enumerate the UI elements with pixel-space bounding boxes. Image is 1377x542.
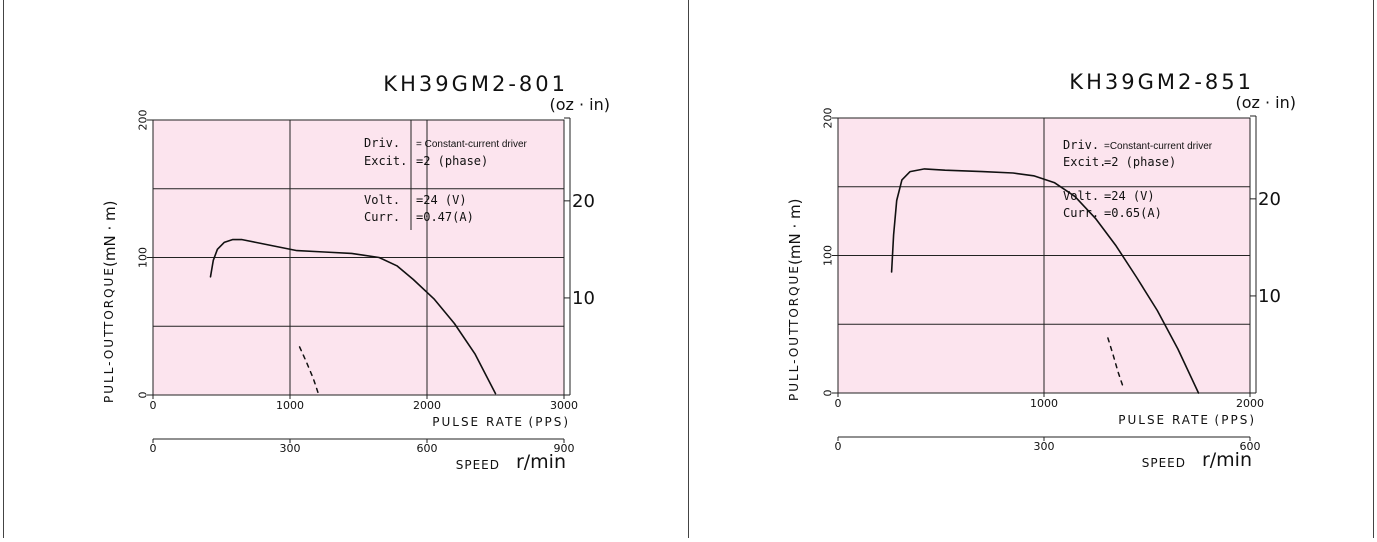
y-axis-label-part: TORQUE — [102, 266, 116, 330]
right-axis-unit: (oz · in) — [549, 95, 610, 114]
speed-tick-label: 600 — [1240, 440, 1261, 453]
right-axis-unit: (oz · in) — [1235, 93, 1296, 112]
speed-label: SPEED — [1142, 456, 1186, 470]
speed-tick-label: 0 — [150, 442, 157, 455]
right-tick-label: 10 — [572, 288, 595, 309]
x-tick-label: 1000 — [1030, 397, 1058, 410]
x-axis-unit: (PPS) — [1215, 413, 1256, 427]
x-tick-label: 3000 — [550, 399, 578, 412]
y-axis-label-part: PULL-OUT — [787, 326, 801, 401]
y-axis-label-part: (mN · m) — [786, 199, 804, 265]
excitation-label: Excit. — [1063, 155, 1106, 169]
pull-out-torque-line — [209, 238, 497, 395]
chart-title: KH39GM2-801 — [383, 72, 568, 96]
y-tick-label: 100 — [822, 245, 835, 266]
voltage-label: Volt. — [364, 193, 400, 207]
driver-label: Driv. — [1063, 138, 1099, 152]
current-label: Curr. — [1063, 206, 1099, 220]
driver-label: Driv. — [364, 136, 400, 150]
y-axis-label-part: (mN · m) — [101, 201, 119, 267]
driver-value: = Constant-current driver — [416, 139, 528, 150]
y-tick-label: 100 — [137, 247, 150, 268]
speed-label: SPEED — [456, 458, 500, 472]
pull-in-torque-line — [1107, 337, 1125, 389]
speed-unit: r/min — [1202, 449, 1252, 471]
y-tick-label: 200 — [822, 108, 835, 129]
y-axis-label-part: PULL-OUT — [102, 328, 116, 403]
x-tick-label: 2000 — [1236, 397, 1264, 410]
y-axis-label-part: TORQUE — [787, 264, 801, 328]
y-tick-label: 0 — [137, 392, 150, 399]
pull-in-torque-line — [298, 346, 320, 396]
current-value: =0.47(A) — [416, 210, 474, 224]
current-label: Curr. — [364, 210, 400, 224]
speed-tick-label: 300 — [1034, 440, 1055, 453]
right-tick-label: 10 — [1258, 286, 1281, 307]
current-value: =0.65(A) — [1104, 206, 1162, 220]
excitation-value: =2 (phase) — [416, 154, 488, 168]
driver-value: =Constant-current driver — [1104, 141, 1213, 152]
voltage-label: Volt. — [1063, 189, 1099, 203]
x-tick-label: 0 — [150, 399, 157, 412]
y-tick-label: 200 — [137, 110, 150, 131]
voltage-value: =24 (V) — [1104, 189, 1155, 203]
speed-unit: r/min — [516, 451, 566, 473]
speed-tick-label: 0 — [835, 440, 842, 453]
right-tick-label: 20 — [572, 191, 595, 212]
chart-title: KH39GM2-851 — [1069, 70, 1254, 94]
speed-tick-label: 300 — [280, 442, 301, 455]
x-tick-label: 1000 — [276, 399, 304, 412]
excitation-label: Excit. — [364, 154, 407, 168]
speed-tick-label: 600 — [417, 442, 438, 455]
x-tick-label: 0 — [835, 397, 842, 410]
voltage-value: =24 (V) — [416, 193, 467, 207]
x-axis-unit: (PPS) — [529, 415, 570, 429]
speed-tick-label: 900 — [554, 442, 575, 455]
x-tick-label: 2000 — [413, 399, 441, 412]
right-tick-label: 20 — [1258, 189, 1281, 210]
x-axis-label: PULSE RATE — [432, 415, 524, 429]
y-tick-label: 0 — [822, 390, 835, 397]
excitation-value: =2 (phase) — [1104, 155, 1176, 169]
x-axis-label: PULSE RATE — [1118, 413, 1210, 427]
pull-out-torque-line — [890, 168, 1200, 394]
